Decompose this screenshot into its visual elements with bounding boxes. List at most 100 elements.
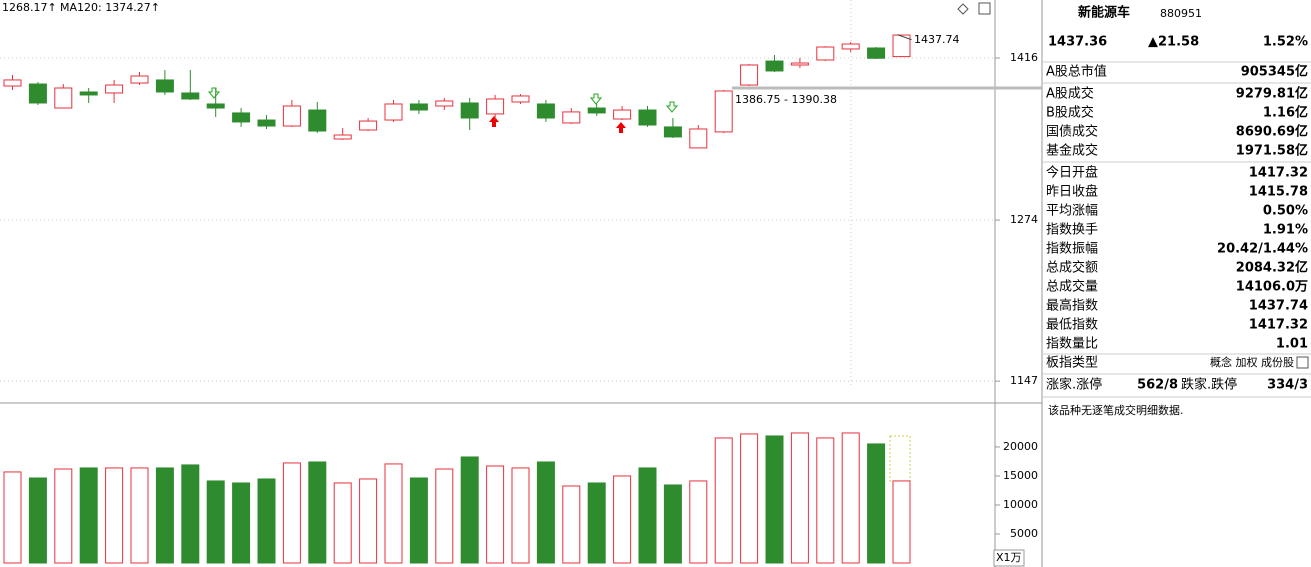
y-tick-label: 15000 <box>1003 469 1038 482</box>
volume-bar <box>155 467 174 564</box>
volume-bar <box>867 443 886 564</box>
row-value: 562/8 <box>1137 378 1178 393</box>
price: 1437.36 <box>1048 35 1107 50</box>
row-value: 1.16亿 <box>1263 105 1308 121</box>
tool-icon[interactable] <box>978 2 991 15</box>
candle-body <box>714 90 733 133</box>
volume-bar <box>714 437 733 564</box>
volume-bar <box>536 461 555 564</box>
row-value: 334/3 <box>1267 378 1308 393</box>
current-outline <box>889 435 911 482</box>
annotation-leader <box>897 34 912 41</box>
candle-body <box>79 91 98 96</box>
candle-body <box>181 92 200 100</box>
row-value[interactable]: 概念 加权 成份股 <box>1210 355 1294 369</box>
candle-body <box>892 34 911 58</box>
row-label: 板指类型 <box>1046 356 1098 371</box>
row-label: 平均涨幅 <box>1046 204 1098 219</box>
volume-bar <box>206 480 225 564</box>
panel-code: 880951 <box>1160 7 1202 20</box>
volume-bar <box>333 482 352 564</box>
volume-bar <box>816 437 835 564</box>
volume-bar <box>28 477 47 564</box>
row-value: 1971.58亿 <box>1236 143 1308 159</box>
candle-body <box>257 119 276 127</box>
candle-body <box>613 109 632 120</box>
candle-body <box>130 75 149 84</box>
candle-body <box>105 84 124 94</box>
annotation: 1386.75 - 1390.38 <box>735 93 837 106</box>
volume-bar <box>435 468 454 564</box>
row-value: 1417.32 <box>1249 166 1308 181</box>
row-value: 1.01 <box>1276 337 1308 352</box>
legend-entry: 1268.17↑ <box>2 1 57 14</box>
candle-body <box>841 43 860 50</box>
candle-body <box>511 95 530 103</box>
row-label: B股成交 <box>1046 105 1094 121</box>
board-icon[interactable] <box>1296 356 1309 369</box>
row-value: 1437.74 <box>1249 299 1308 314</box>
candle-body <box>3 79 22 87</box>
row-value: 1415.78 <box>1249 185 1308 200</box>
row-label: 国债成交 <box>1046 124 1098 140</box>
candle-body <box>689 128 708 149</box>
row-label: 跌家.跌停 <box>1181 377 1237 393</box>
volume-bar <box>54 468 73 564</box>
signal-arrows <box>207 87 679 113</box>
candle-body <box>282 105 301 127</box>
volume-bar <box>282 462 301 564</box>
volume-bar <box>308 461 327 564</box>
row-value: 1.91% <box>1263 223 1308 238</box>
candle-body <box>460 102 479 119</box>
candle-body <box>333 134 352 140</box>
candle-body <box>663 126 682 138</box>
unit-box <box>993 549 1025 567</box>
volume-bar <box>181 464 200 564</box>
row-label: 昨日收盘 <box>1046 184 1098 200</box>
row-label: 总成交量 <box>1046 279 1098 295</box>
change: ▲21.58 <box>1148 35 1199 50</box>
candle-body <box>816 46 835 61</box>
volume-bar <box>740 433 759 564</box>
change-pct: 1.52% <box>1263 35 1308 50</box>
row-label: 基金成交 <box>1046 143 1098 159</box>
row-label: 涨家.涨停 <box>1046 377 1102 393</box>
candle-body <box>384 103 403 121</box>
candle-body <box>359 120 378 131</box>
y-tick-label: 1274 <box>1010 213 1038 226</box>
row-label: 最低指数 <box>1046 318 1098 333</box>
row-value: 9279.81亿 <box>1236 86 1308 102</box>
volume-bar <box>460 456 479 564</box>
volume-bar <box>562 485 581 564</box>
row-label: A股总市值 <box>1046 64 1107 80</box>
candle-body <box>790 62 809 66</box>
row-value: 8690.69亿 <box>1236 124 1308 140</box>
row-value: 20.42/1.44% <box>1217 242 1308 257</box>
row-value: 14106.0万 <box>1236 280 1308 295</box>
row-value: 2084.32亿 <box>1236 260 1308 276</box>
candle-body <box>435 100 454 107</box>
tool-icon[interactable] <box>957 3 969 15</box>
y-tick-label: 5000 <box>1010 527 1038 540</box>
candle-body <box>155 79 174 93</box>
volume-bar <box>638 467 657 564</box>
row-label: 指数振幅 <box>1046 242 1098 257</box>
annotation: 1437.74 <box>914 33 960 46</box>
row-value: 1417.32 <box>1249 318 1308 333</box>
candle-body <box>409 103 428 111</box>
note: 该品种无逐笔成交明细数据. <box>1048 403 1184 417</box>
panel-title: 新能源车 <box>1078 5 1130 21</box>
volume-bar <box>257 478 276 564</box>
volume-bar <box>486 465 505 564</box>
row-label: 今日开盘 <box>1046 165 1098 181</box>
row-label: 最高指数 <box>1046 298 1098 314</box>
candle-body <box>54 87 73 109</box>
volume-bar <box>359 478 378 564</box>
row-label: A股成交 <box>1046 86 1094 102</box>
volume-bar <box>105 467 124 564</box>
volume-bar <box>841 432 860 564</box>
y-tick-label: 1147 <box>1010 374 1038 387</box>
volume-bar <box>663 484 682 564</box>
candle-body <box>206 103 225 109</box>
